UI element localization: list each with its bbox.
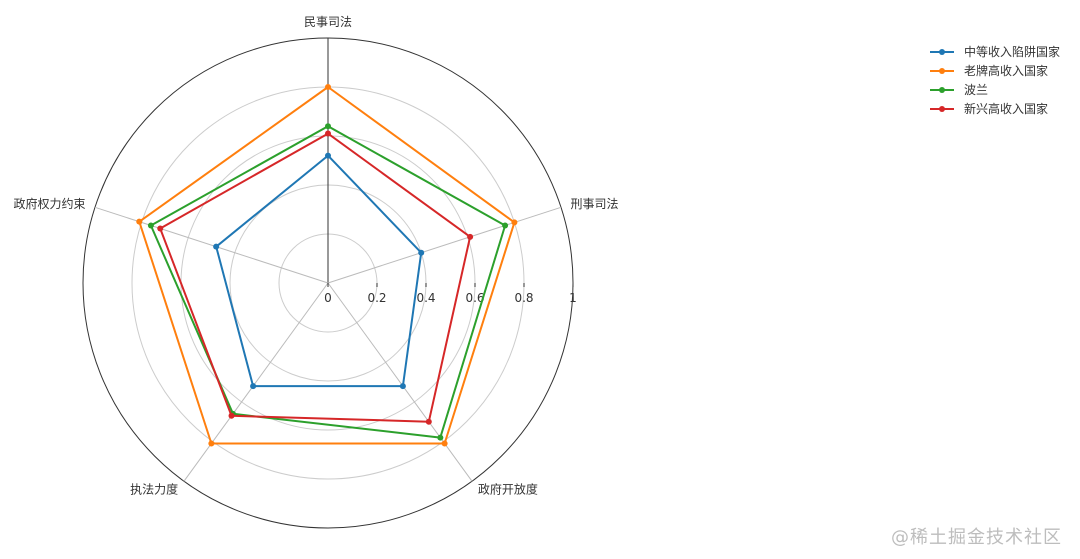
tick-label-5: 1 [569, 291, 577, 305]
series-line-1 [138, 86, 516, 445]
series-line-2 [149, 125, 507, 439]
series-1-point-0 [325, 84, 331, 90]
series-1-point-2 [441, 440, 448, 447]
legend-label-3: 新兴高收入国家 [964, 101, 1048, 116]
legend-marker-1 [939, 68, 945, 74]
series-1-point-1 [511, 219, 518, 226]
legend-label-2: 波兰 [964, 83, 988, 97]
watermark: @稀土掘金技术社区 [891, 527, 1062, 548]
legend-label-1: 老牌高收入国家 [964, 63, 1048, 78]
tick-label-3: 0.6 [465, 291, 484, 305]
series-2-point-2 [437, 434, 444, 441]
series-2-point-1 [502, 222, 509, 229]
spoke-4 [94, 206, 329, 284]
spoke-3 [183, 282, 329, 482]
tick-label-0: 0 [324, 291, 332, 305]
tick-label-4: 0.8 [514, 291, 533, 305]
spoke-2 [327, 282, 473, 482]
tick-label-2: 0.4 [416, 291, 435, 305]
legend-marker-3 [939, 106, 945, 112]
series-3-point-4 [157, 225, 164, 232]
legend-marker-0 [939, 49, 945, 55]
series-0-point-0 [325, 152, 331, 159]
series-2-point-0 [325, 123, 331, 130]
axis-label-1: 刑事司法 [571, 197, 619, 211]
series-0-point-2 [399, 383, 406, 390]
legend-marker-2 [939, 87, 945, 93]
spoke-1 [327, 206, 562, 284]
series-0-point-1 [418, 249, 425, 256]
tick-label-1: 0.2 [367, 291, 386, 305]
series-2-point-4 [147, 222, 154, 229]
series-0-point-4 [213, 243, 220, 250]
axis-label-3: 执法力度 [130, 481, 178, 496]
series-3-point-2 [425, 418, 432, 425]
series-line-3 [159, 132, 472, 423]
series-0-point-3 [250, 383, 257, 390]
axis-label-0: 民事司法 [304, 15, 352, 29]
series-3-point-0 [325, 130, 331, 137]
legend-label-0: 中等收入陷阱国家 [964, 44, 1060, 59]
series-1-point-4 [136, 218, 143, 225]
axis-label-2: 政府开放度 [478, 481, 538, 496]
series-1-point-3 [208, 440, 215, 447]
series-3-point-3 [228, 412, 235, 419]
axis-label-4: 政府权力约束 [13, 196, 85, 211]
series-line-0 [215, 154, 423, 388]
series-3-point-1 [467, 233, 474, 240]
